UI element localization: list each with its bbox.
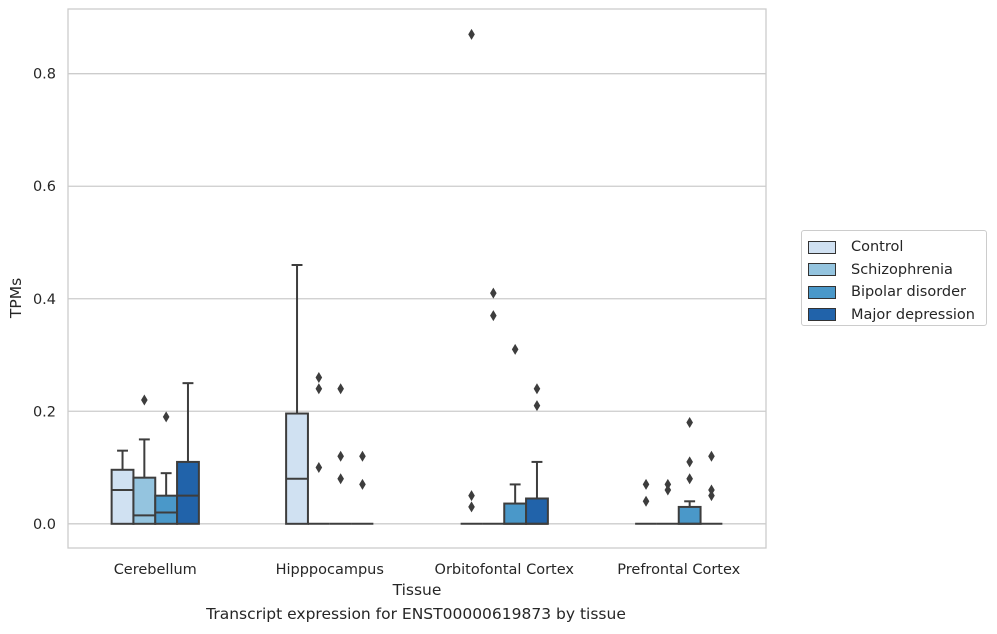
box-control bbox=[110, 449, 135, 525]
outlier-marker bbox=[141, 394, 148, 406]
outlier-marker bbox=[533, 400, 541, 412]
outlier-marker bbox=[337, 450, 344, 462]
box-major-depression bbox=[351, 450, 374, 525]
box-iqr bbox=[110, 468, 135, 525]
box-major-depression bbox=[700, 450, 723, 525]
x-tick-label: Orbitofontal Cortex bbox=[435, 562, 575, 578]
box-control bbox=[285, 263, 309, 525]
x-axis-label: Tissue bbox=[392, 581, 442, 599]
outlier-marker bbox=[533, 383, 541, 395]
legend-label: Major depression bbox=[851, 306, 975, 323]
legend-item: Major depression bbox=[808, 304, 986, 327]
y-axis-label: TPMs bbox=[7, 278, 25, 319]
outlier-marker bbox=[642, 478, 650, 490]
box-schizophrenia bbox=[482, 287, 505, 525]
outlier-marker bbox=[686, 456, 693, 468]
outlier-marker bbox=[337, 473, 344, 485]
box-schizophrenia bbox=[656, 478, 679, 525]
x-tick-label: Hipppocampus bbox=[276, 562, 384, 578]
x-tick-labels: Cerebellum Hipppocampus Orbitofontal Corte… bbox=[114, 562, 741, 578]
x-tick-label: Cerebellum bbox=[114, 562, 197, 578]
outlier-marker bbox=[468, 28, 475, 40]
box-iqr bbox=[154, 494, 179, 525]
legend-label: Schizophrenia bbox=[851, 261, 953, 278]
outlier-marker bbox=[686, 417, 693, 429]
y-tick-labels: 0.0 0.2 0.4 0.6 0.8 bbox=[33, 67, 56, 533]
outlier-marker bbox=[511, 343, 519, 355]
box-schizophrenia bbox=[307, 372, 330, 525]
box-series bbox=[110, 28, 723, 525]
box-bipolar-disorder bbox=[677, 417, 702, 525]
box-bipolar-disorder bbox=[503, 343, 528, 525]
box-iqr bbox=[285, 412, 309, 525]
box-bipolar-disorder bbox=[154, 411, 179, 525]
outlier-marker bbox=[337, 383, 344, 395]
box-iqr bbox=[176, 460, 200, 525]
legend-label: Bipolar disorder bbox=[851, 284, 966, 301]
legend-label: Control bbox=[851, 239, 904, 256]
outlier-marker bbox=[315, 372, 323, 384]
outlier-marker bbox=[315, 462, 323, 474]
box-control bbox=[635, 478, 657, 525]
box-schizophrenia bbox=[132, 394, 157, 525]
outlier-marker bbox=[315, 383, 323, 395]
box-iqr bbox=[503, 502, 528, 525]
legend-swatch bbox=[808, 308, 836, 322]
outlier-marker bbox=[359, 450, 366, 462]
outlier-marker bbox=[708, 484, 715, 496]
outlier-marker bbox=[162, 411, 170, 423]
box-bipolar-disorder bbox=[329, 383, 352, 525]
outlier-marker bbox=[490, 310, 497, 322]
box-major-depression bbox=[176, 382, 200, 525]
y-tick-label: 0.0 bbox=[33, 517, 56, 533]
box-iqr bbox=[132, 476, 157, 525]
outlier-marker bbox=[468, 490, 475, 502]
outlier-marker bbox=[708, 450, 715, 462]
legend-swatch bbox=[808, 240, 836, 254]
y-tick-label: 0.2 bbox=[33, 404, 56, 420]
chart-caption: Transcript expression for ENST0000061987… bbox=[206, 605, 626, 623]
outlier-marker bbox=[664, 478, 672, 490]
outlier-marker bbox=[664, 484, 672, 496]
legend: Control Schizophrenia Bipolar disorder Majo… bbox=[801, 230, 987, 326]
legend-item: Control bbox=[808, 236, 986, 259]
y-tick-label: 0.8 bbox=[33, 67, 56, 83]
gridlines bbox=[68, 73, 766, 525]
outlier-marker bbox=[468, 501, 475, 513]
box-iqr bbox=[525, 497, 549, 525]
plot-frame bbox=[67, 8, 767, 549]
outlier-marker bbox=[686, 473, 693, 485]
legend-swatch bbox=[808, 285, 836, 299]
box-major-depression bbox=[525, 383, 549, 525]
box-iqr bbox=[677, 505, 702, 525]
x-tick-label: Prefrontal Cortex bbox=[617, 562, 740, 578]
legend-item: Schizophrenia bbox=[808, 259, 986, 282]
y-tick-label: 0.6 bbox=[33, 179, 56, 195]
y-tick-label: 0.4 bbox=[33, 292, 56, 308]
box-control bbox=[460, 28, 483, 525]
legend-swatch bbox=[808, 263, 836, 277]
legend-item: Bipolar disorder bbox=[808, 281, 986, 304]
outlier-marker bbox=[708, 490, 715, 502]
outlier-marker bbox=[359, 478, 366, 490]
outlier-marker bbox=[642, 495, 650, 507]
outlier-marker bbox=[490, 287, 497, 299]
